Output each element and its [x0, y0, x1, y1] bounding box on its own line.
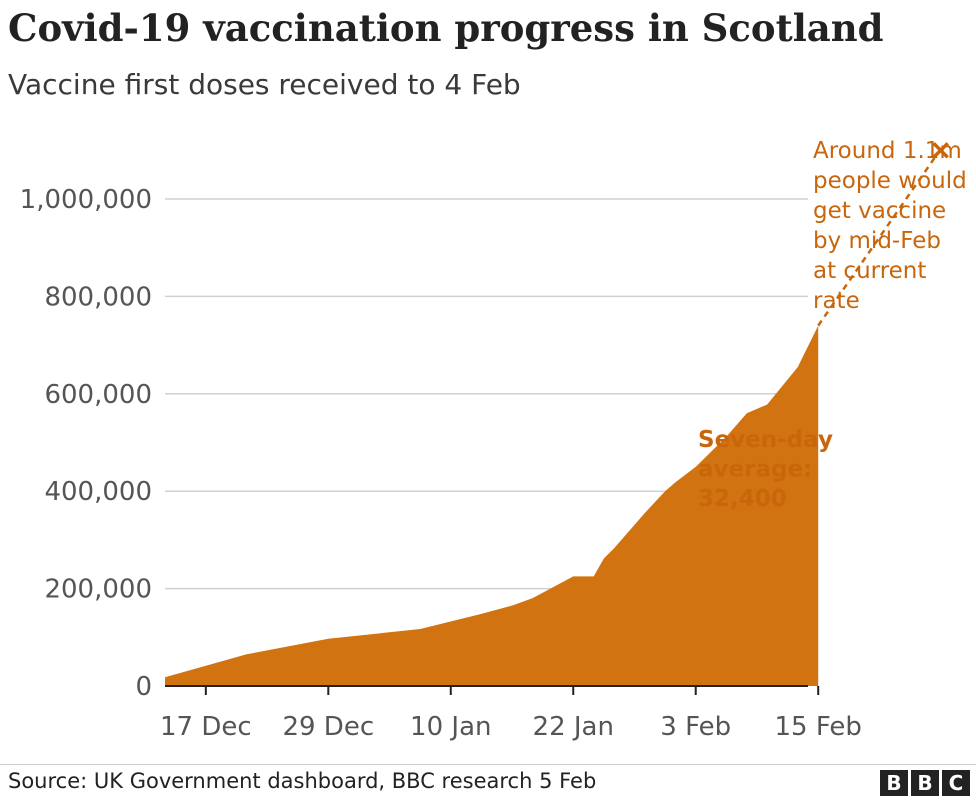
- logo-letter: B: [911, 770, 939, 796]
- chart-title: Covid-19 vaccination progress in Scotlan…: [8, 6, 884, 50]
- projection-annotation-line: rate: [813, 288, 860, 314]
- vaccination-area-chart: 0 200,000 400,000 600,000 800,000 1,000,000 1…: [20, 138, 967, 742]
- logo-letter: B: [880, 770, 908, 796]
- x-tick-label: 29 Dec: [282, 712, 374, 742]
- average-annotation-line: Seven-day: [698, 427, 833, 453]
- projection-annotation-line: people would: [813, 168, 967, 194]
- area-series: [165, 325, 819, 686]
- vaccinations-area: [165, 325, 819, 686]
- average-annotation-line: average:: [698, 457, 812, 483]
- source-note: Source: UK Government dashboard, BBC res…: [8, 769, 597, 793]
- projection-annotation-line: at current: [813, 258, 926, 284]
- x-tick-label: 15 Feb: [775, 712, 862, 742]
- x-tick-label: 3 Feb: [660, 712, 731, 742]
- y-tick-label: 0: [135, 672, 152, 702]
- bbc-logo: B B C: [880, 770, 970, 796]
- x-tick-label: 10 Jan: [410, 712, 491, 742]
- y-tick-label: 1,000,000: [20, 185, 152, 215]
- x-tick-label: 17 Dec: [160, 712, 252, 742]
- chart-subtitle: Vaccine first doses received to 4 Feb: [8, 68, 521, 101]
- x-tick-label: 22 Jan: [533, 712, 614, 742]
- average-annotation-line: 32,400: [698, 486, 787, 512]
- logo-letter: C: [942, 770, 970, 796]
- projection-annotation-line: get vaccine: [813, 198, 946, 224]
- y-tick-label: 800,000: [44, 282, 152, 312]
- y-tick-label: 200,000: [44, 575, 152, 605]
- footer-divider: [0, 764, 976, 765]
- projection-annotation-line: Around 1.1m: [813, 138, 962, 164]
- projection: [817, 142, 949, 327]
- annotations: Around 1.1m people would get vaccine by mid…: [698, 138, 967, 512]
- y-tick-label: 600,000: [44, 380, 152, 410]
- projection-annotation-line: by mid-Feb: [813, 228, 941, 254]
- projection-marker: [932, 142, 949, 159]
- y-axis-ticks: 0 200,000 400,000 600,000 800,000 1,000,000: [20, 185, 152, 702]
- x-axis-ticks: 17 Dec 29 Dec 10 Jan 22 Jan 3 Feb 15 Feb: [160, 686, 862, 742]
- projection-line: [817, 155, 937, 327]
- y-tick-label: 400,000: [44, 477, 152, 507]
